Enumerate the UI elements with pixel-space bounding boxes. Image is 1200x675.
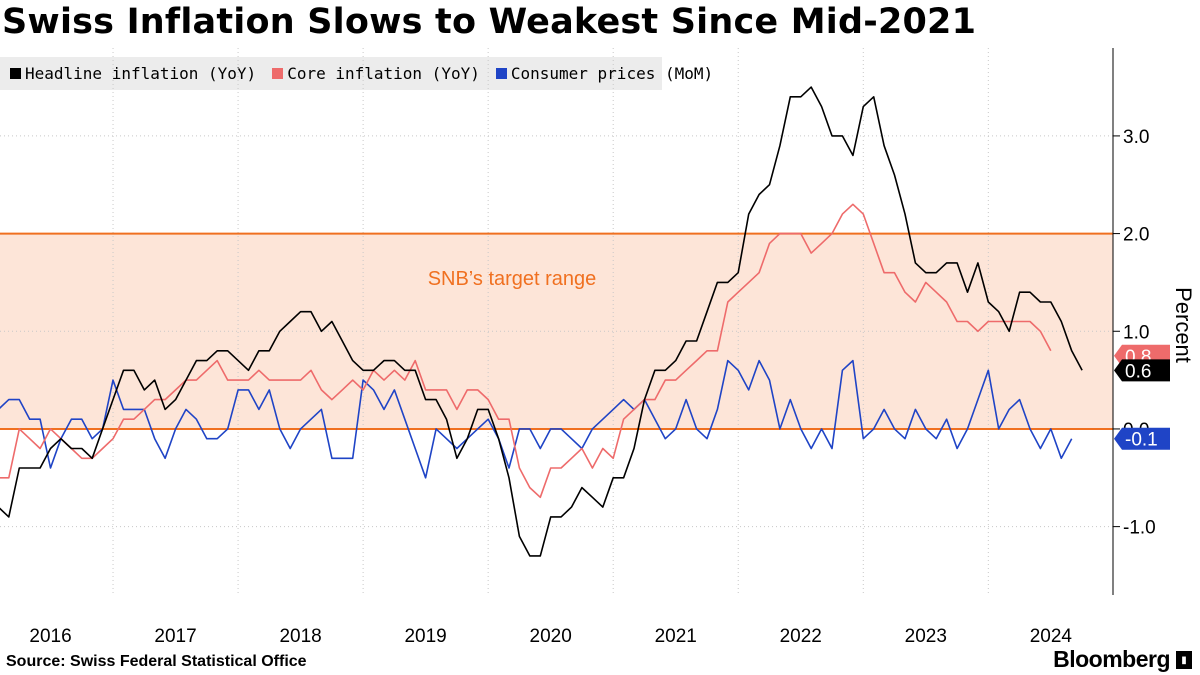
mom-last-value-tag: -0.1 [1114, 427, 1170, 451]
core-inflation-line [0, 203, 1052, 499]
y-tick-label: 2.0 [1123, 225, 1149, 246]
x-tick-label: 2017 [154, 626, 196, 647]
legend: Headline inflation (YoY) Core inflation … [0, 57, 713, 90]
value-tag-shape [1114, 427, 1170, 450]
headline-inflation-line [0, 86, 1083, 557]
value-tag-shape [1114, 359, 1170, 382]
value-tag-text: 0.6 [1125, 361, 1151, 382]
x-tick-label: 2020 [530, 626, 572, 647]
target-range-label: SNB’s target range [428, 268, 597, 290]
value-tag-text: -0.1 [1125, 430, 1158, 451]
bloomberg-logo: Bloomberg [1053, 646, 1170, 672]
y-tick-label: -1.0 [1123, 518, 1156, 539]
chart-title: Swiss Inflation Slows to Weakest Since M… [2, 2, 977, 42]
legend-swatch-core [272, 68, 284, 79]
headline-last-value-tag: 0.6 [1114, 359, 1170, 382]
legend-item-headline: Headline inflation (YoY) [10, 64, 256, 83]
x-tick-label: 2021 [655, 626, 697, 647]
x-tick-label: 2016 [29, 626, 71, 647]
legend-label-mom: Consumer prices (MoM) [510, 64, 714, 83]
y-tick-label: 3.0 [1123, 127, 1149, 148]
x-tick-label: 2018 [279, 626, 321, 647]
legend-label-core: Core inflation (YoY) [287, 64, 480, 83]
consumer-prices-mom-line [0, 359, 1073, 479]
source-note: Source: Swiss Federal Statistical Office [6, 653, 307, 670]
x-tick-label: 2023 [905, 626, 947, 647]
legend-item-core: Core inflation (YoY) [272, 64, 480, 83]
x-tick-label: 2019 [404, 626, 446, 647]
y-axis-title: Percent [1171, 287, 1196, 363]
y-tick-label: 1.0 [1123, 322, 1149, 343]
legend-swatch-mom [495, 68, 507, 79]
legend-label-headline: Headline inflation (YoY) [25, 64, 257, 83]
legend-swatch-headline [10, 68, 21, 79]
bloomberg-badge-icon: ▮ [1176, 651, 1192, 669]
x-tick-label: 2022 [780, 626, 822, 647]
legend-item-mom: Consumer prices (MoM) [495, 64, 714, 83]
x-tick-label: 2024 [1030, 626, 1073, 647]
